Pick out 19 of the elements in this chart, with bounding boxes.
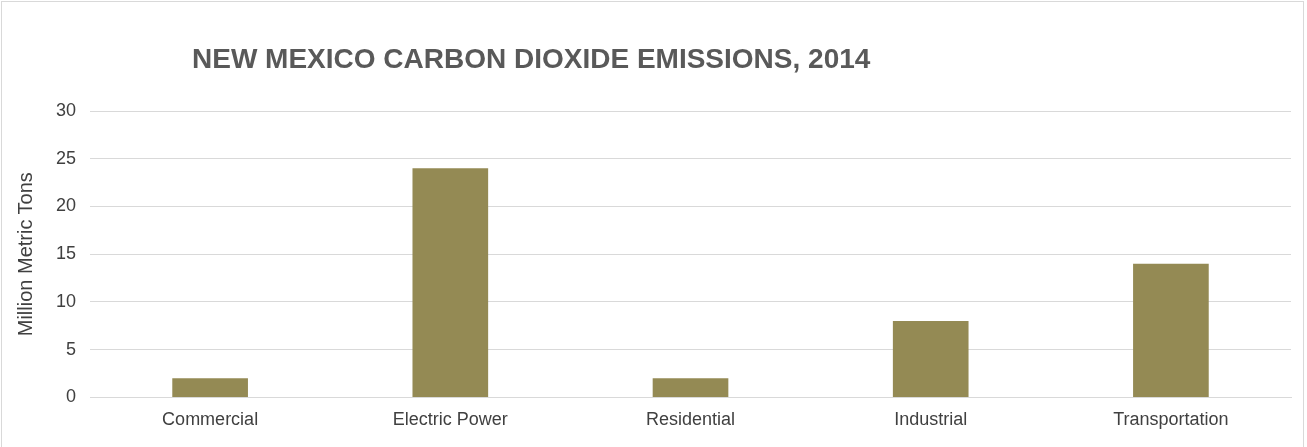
bar (172, 378, 248, 397)
x-tick-label: Residential (645, 409, 736, 430)
y-tick-label: 0 (66, 386, 77, 407)
bar (652, 378, 729, 397)
bar (1133, 263, 1209, 397)
x-tick-label: Industrial (894, 409, 968, 430)
chart-title: NEW MEXICO CARBON DIOXIDE EMISSIONS, 2014 (192, 42, 871, 74)
y-tick-label: 30 (55, 99, 77, 120)
bar (412, 168, 489, 397)
y-tick-label: 10 (55, 290, 77, 311)
y-tick-label: 25 (55, 147, 77, 168)
bar (892, 321, 969, 397)
y-axis-title: Million Metric Tons (13, 172, 36, 337)
y-tick-label: 5 (66, 338, 77, 359)
y-tick-label: 15 (55, 243, 77, 264)
x-tick-label: Electric Power (392, 409, 508, 430)
x-tick-label: Commercial (162, 409, 259, 430)
x-tick-label: Transportation (1113, 409, 1229, 430)
y-tick-label: 20 (55, 195, 77, 216)
